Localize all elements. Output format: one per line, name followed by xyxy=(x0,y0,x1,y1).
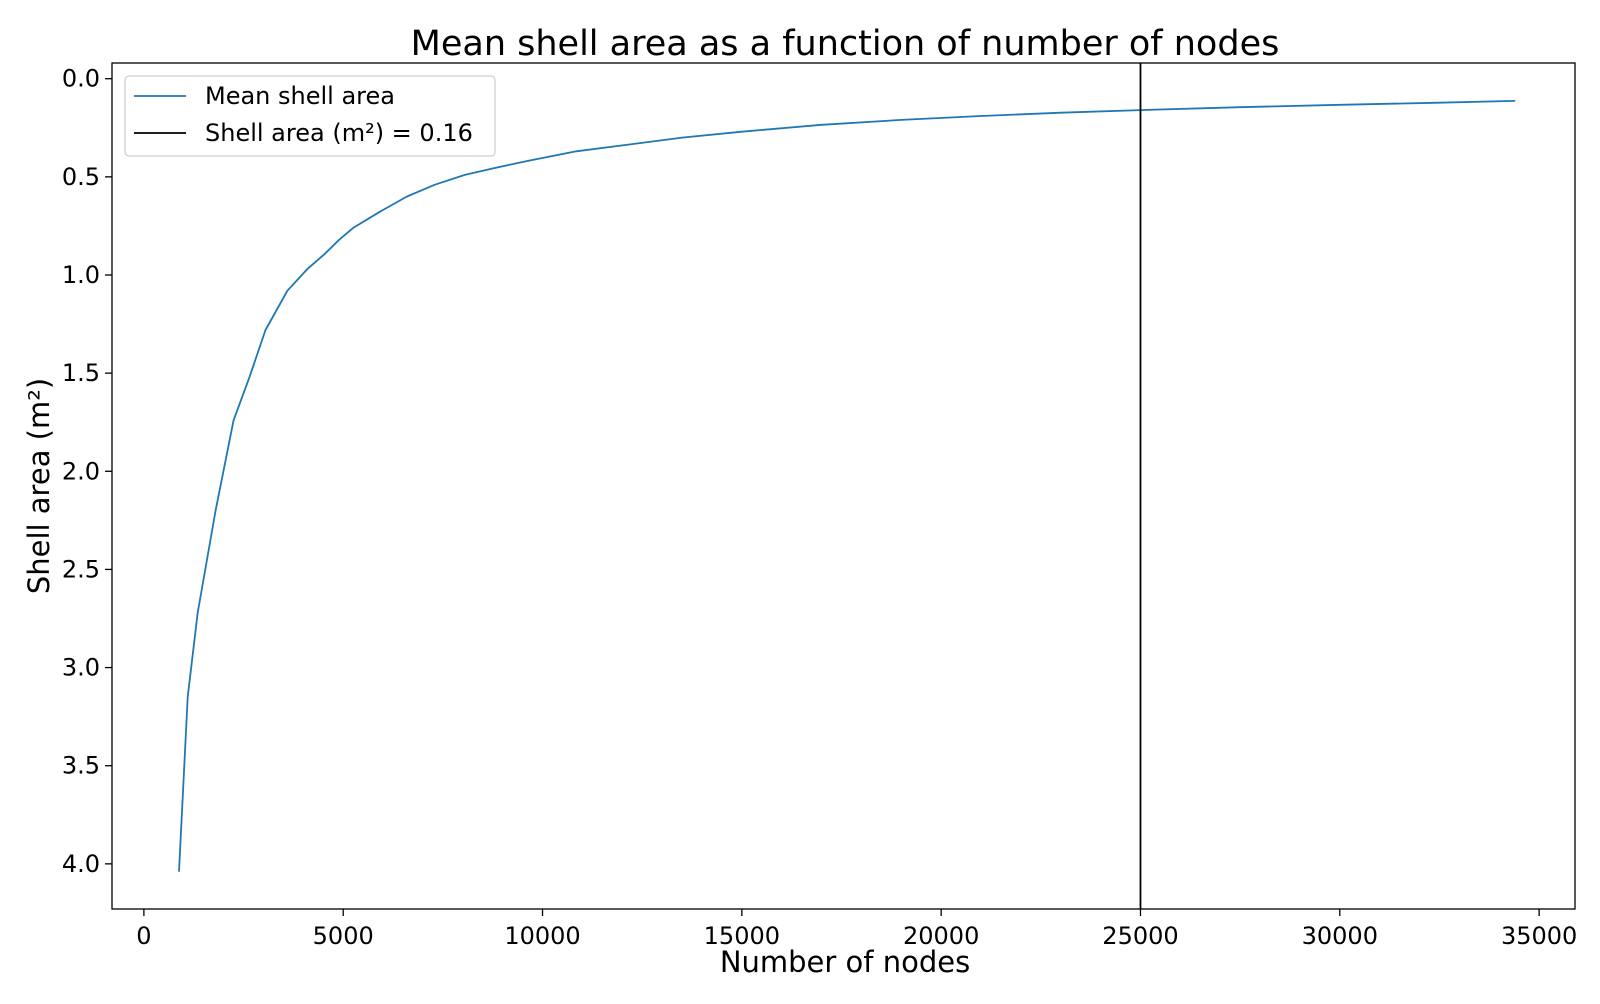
y-tick-label: 3.0 xyxy=(62,654,100,682)
y-tick-label: 4.0 xyxy=(62,850,100,878)
x-tick-label: 25000 xyxy=(1102,922,1178,950)
x-tick-label: 30000 xyxy=(1302,922,1378,950)
x-tick-label: 0 xyxy=(136,922,151,950)
y-tick-label: 3.5 xyxy=(62,752,100,780)
x-tick-label: 10000 xyxy=(504,922,580,950)
y-axis-label: Shell area (m²) xyxy=(22,378,56,594)
y-tick-label: 1.0 xyxy=(62,261,100,289)
legend-label-shell-area-threshold: Shell area (m²) = 0.16 xyxy=(205,119,473,147)
x-tick-label: 20000 xyxy=(903,922,979,950)
x-axis: 0 5000 10000 15000 20000 25000 30000 35000 xyxy=(136,909,1577,950)
x-tick-label: 15000 xyxy=(704,922,780,950)
chart-title: Mean shell area as a function of number … xyxy=(411,24,1280,64)
legend: Mean shell area Shell area (m²) = 0.16 xyxy=(124,75,496,157)
plot-frame xyxy=(111,62,1576,910)
legend-label-mean-shell-area: Mean shell area xyxy=(205,82,395,110)
y-tick-label: 2.0 xyxy=(62,457,100,485)
y-tick-label: 1.5 xyxy=(62,359,100,387)
y-tick-label: 0.0 xyxy=(62,65,100,93)
plot-area xyxy=(178,63,1516,909)
series-line-mean-shell-area xyxy=(178,100,1516,872)
x-tick-label: 5000 xyxy=(313,922,374,950)
y-axis: 0.0 0.5 1.0 1.5 2.0 2.5 3.0 3.5 4.0 xyxy=(62,65,112,878)
legend-box xyxy=(124,75,496,157)
y-tick-label: 0.5 xyxy=(62,163,100,191)
x-tick-label: 35000 xyxy=(1501,922,1577,950)
y-tick-label: 2.5 xyxy=(62,555,100,583)
x-axis-label: Number of nodes xyxy=(720,945,970,979)
